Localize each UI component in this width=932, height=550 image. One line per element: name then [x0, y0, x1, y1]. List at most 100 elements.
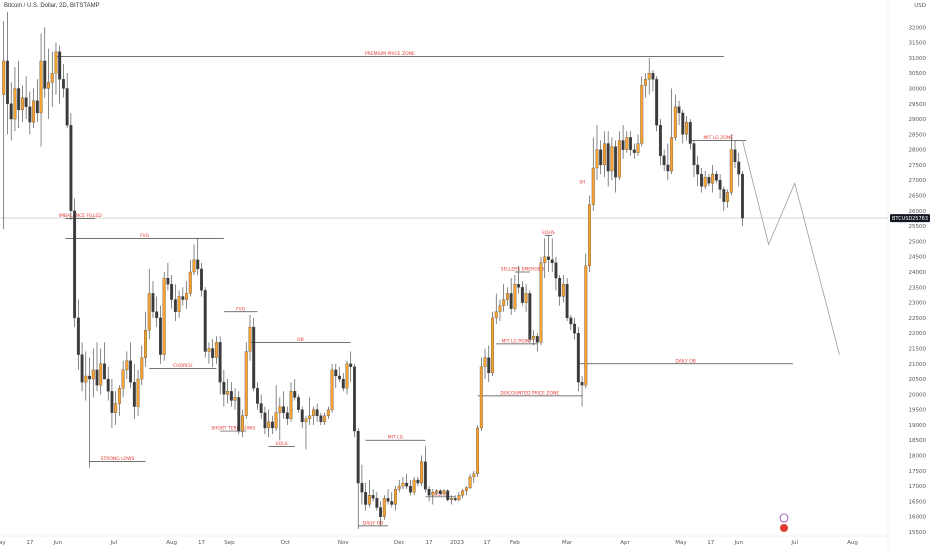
y-tick-label: 17500: [909, 469, 927, 475]
y-tick-label: 21000: [909, 362, 927, 368]
level-label: IMBALANCE FILLED: [59, 213, 103, 219]
candle-body: [733, 149, 737, 163]
x-tick-label: Dec: [394, 540, 405, 546]
candle-body: [252, 326, 256, 389]
candle-body: [125, 360, 129, 371]
candle-body: [84, 375, 88, 383]
candle-body: [584, 265, 588, 386]
price-tag-value: 25763: [912, 216, 928, 222]
y-tick-label: 24500: [909, 255, 927, 261]
x-tick-label: 17: [198, 540, 205, 546]
candle-body: [662, 155, 666, 166]
candle-body: [580, 381, 584, 386]
candle-body: [382, 498, 386, 517]
y-tick-label: 25500: [909, 224, 927, 230]
y-tick-label: 28000: [909, 148, 927, 154]
candle-body: [394, 489, 397, 505]
candle-body: [416, 479, 420, 484]
candle-body: [341, 378, 345, 389]
candle-body: [248, 326, 252, 352]
candle-body: [50, 73, 54, 83]
candle-body: [658, 125, 662, 156]
candle-body: [121, 369, 125, 389]
candle-body: [110, 391, 114, 413]
candle-body: [655, 79, 659, 126]
candle-body: [450, 498, 453, 501]
candle-body: [364, 492, 368, 505]
candle-body: [644, 79, 647, 86]
candle-body: [442, 490, 446, 494]
candle-body: [539, 262, 543, 343]
candle-body: [132, 381, 136, 407]
candle-body: [464, 487, 468, 491]
y-tick-label: 19500: [909, 408, 927, 414]
x-tick-label: Nov: [338, 540, 349, 546]
candle-body: [259, 403, 263, 413]
candle-body: [405, 482, 409, 487]
candle-body: [58, 51, 62, 80]
y-tick-label: 27000: [909, 178, 927, 184]
price-tag-box: [890, 214, 930, 223]
candle-body: [528, 293, 532, 340]
x-tick-label: Mar: [562, 540, 573, 546]
y-tick-label: 19000: [909, 423, 927, 429]
x-tick-label: Aug: [166, 540, 177, 546]
candle-body: [673, 106, 677, 138]
candle-body: [218, 342, 222, 383]
candle-body: [233, 397, 237, 401]
y-tick-label: 28500: [909, 132, 927, 138]
candle-body: [237, 397, 241, 432]
candle-body: [170, 284, 174, 300]
candle-body: [408, 485, 412, 493]
candle-body: [229, 391, 233, 401]
candle-body: [185, 293, 189, 300]
candle-body: [43, 60, 47, 89]
candle-body: [737, 161, 741, 175]
x-tick-label: Feb: [510, 540, 520, 546]
candle-body: [438, 490, 442, 494]
candle-body: [278, 406, 282, 413]
candle-body: [685, 121, 688, 135]
candle-body: [614, 146, 618, 178]
level-label: DAILY OB: [363, 520, 384, 526]
y-tick-label: 23500: [909, 285, 927, 291]
candle-body: [6, 60, 9, 104]
candle-body: [353, 366, 356, 432]
candle-body: [420, 461, 424, 484]
candle-body: [319, 415, 323, 423]
candle-body: [196, 259, 200, 270]
candle-body: [9, 103, 13, 120]
candle-body: [554, 262, 558, 279]
candle-body: [155, 311, 159, 319]
candle-body: [188, 271, 192, 294]
candle-body: [487, 357, 491, 374]
candle-body: [20, 97, 24, 111]
candle-body: [535, 336, 539, 343]
candle-body: [591, 167, 595, 205]
candle-body: [468, 476, 472, 488]
candle-body: [472, 473, 476, 478]
candle-body: [386, 498, 390, 502]
y-tick-label: 29000: [909, 117, 927, 123]
candle-body: [241, 415, 244, 432]
candle-body: [99, 363, 103, 386]
y-tick-label: 30000: [909, 86, 927, 92]
candle-body: [207, 348, 211, 352]
candle-body: [681, 112, 685, 135]
candle-body: [214, 342, 218, 358]
candle-body: [412, 479, 416, 493]
chart-header-title: Bitcoin / U.S. Dollar, 2D, BITSTAMP: [4, 3, 100, 9]
candle-body: [670, 137, 674, 172]
candle-body: [315, 409, 319, 416]
level-label: SELLERS EMERGED: [501, 267, 545, 273]
candle-body: [308, 415, 312, 419]
candle-body: [47, 82, 50, 89]
x-tick-label: Jul: [109, 540, 117, 546]
x-tick-label: Jul: [790, 540, 798, 546]
level-label: EQHS: [542, 230, 555, 236]
y-tick-label: 22500: [909, 316, 927, 322]
candle-body: [696, 164, 700, 175]
candle-body: [479, 366, 483, 429]
candle-body: [688, 121, 692, 144]
